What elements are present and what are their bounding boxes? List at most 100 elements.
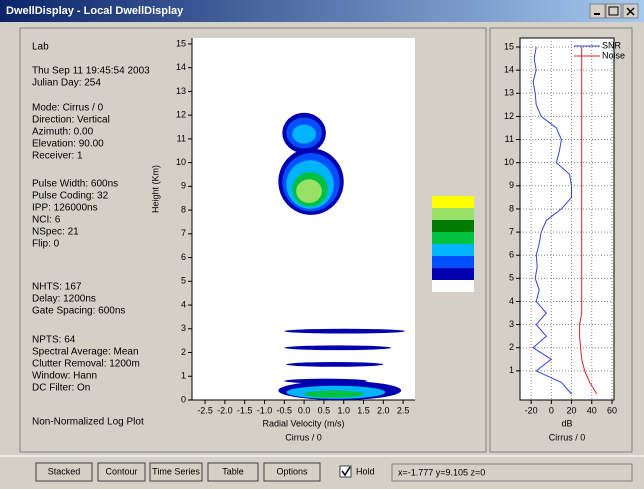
button-label[interactable]: Contour bbox=[105, 466, 137, 476]
checkmark bbox=[341, 466, 351, 477]
x-tick-label: 1.5 bbox=[357, 405, 370, 415]
color-swatch bbox=[432, 220, 474, 232]
x-axis-label: Radial Velocity (m/s) bbox=[262, 418, 344, 428]
y-axis-label: Height (Km) bbox=[150, 165, 160, 213]
y-tick-label: 9 bbox=[509, 180, 514, 190]
checkbox-label[interactable]: Hold bbox=[356, 466, 375, 476]
info-line: Elevation: 90.00 bbox=[32, 139, 104, 150]
color-swatch bbox=[432, 256, 474, 268]
plot-area bbox=[192, 38, 415, 400]
y-tick-label: 12 bbox=[504, 111, 514, 121]
info-line: Direction: Vertical bbox=[32, 115, 110, 126]
y-tick-label: 5 bbox=[509, 273, 514, 283]
x-tick-label: -0.5 bbox=[277, 405, 293, 415]
x-tick-label: 2.5 bbox=[397, 405, 410, 415]
y-tick-label: 7 bbox=[509, 226, 514, 236]
series-line bbox=[579, 47, 598, 395]
x-tick-label: 2.0 bbox=[377, 405, 390, 415]
y-tick-label: 1 bbox=[181, 371, 186, 381]
contour-region bbox=[304, 390, 364, 398]
series-line bbox=[532, 46, 572, 395]
info-line: Receiver: 1 bbox=[32, 151, 83, 162]
y-tick-label: 5 bbox=[181, 276, 186, 286]
y-tick-label: 4 bbox=[181, 299, 186, 309]
info-line: NPTS: 64 bbox=[32, 335, 76, 346]
button[interactable] bbox=[35, 462, 93, 482]
x-tick-label: -20 bbox=[525, 405, 538, 415]
x-tick-label: 20 bbox=[567, 405, 577, 415]
contour-region bbox=[292, 124, 316, 144]
controls: Stacked Contour Time Series Table Options Hol… bbox=[35, 462, 375, 482]
y-tick-label: 4 bbox=[509, 296, 514, 306]
info-line: Non-Normalized Log Plot bbox=[32, 417, 144, 428]
window-title: DwellDisplay - Local DwellDisplay bbox=[6, 5, 184, 17]
info-line: Spectral Average: Mean bbox=[32, 347, 139, 358]
checkbox[interactable] bbox=[339, 465, 352, 478]
button-label[interactable]: Stacked bbox=[48, 466, 81, 476]
x-tick-label: 0.0 bbox=[298, 405, 311, 415]
y-tick-label: 10 bbox=[504, 157, 514, 167]
x-tick-label: 1.0 bbox=[337, 405, 350, 415]
button[interactable] bbox=[207, 462, 259, 482]
y-tick-label: 10 bbox=[176, 157, 186, 167]
x-tick-label: 0.5 bbox=[318, 405, 331, 415]
caption: Cirrus / 0 bbox=[549, 432, 586, 442]
info-line: NCI: 6 bbox=[32, 215, 61, 226]
x-tick-label: -1.5 bbox=[237, 405, 253, 415]
color-swatch bbox=[432, 280, 474, 292]
y-tick-label: 0 bbox=[181, 394, 186, 404]
window-controls[interactable] bbox=[589, 3, 639, 19]
color-swatch bbox=[432, 196, 474, 208]
button[interactable] bbox=[149, 462, 203, 482]
y-tick-label: 15 bbox=[504, 41, 514, 51]
y-tick-label: 12 bbox=[176, 110, 186, 120]
minimize-button[interactable] bbox=[589, 3, 606, 19]
button[interactable] bbox=[263, 462, 321, 482]
contour-region bbox=[284, 345, 392, 351]
plot-area bbox=[519, 37, 615, 401]
color-swatch bbox=[432, 232, 474, 244]
y-tick-label: 3 bbox=[181, 323, 186, 333]
info-line: Mode: Cirrus / 0 bbox=[32, 103, 104, 114]
caption: Cirrus / 0 bbox=[285, 432, 322, 442]
contour-region bbox=[284, 328, 406, 334]
y-tick-label: 1 bbox=[509, 365, 514, 375]
button[interactable] bbox=[97, 462, 146, 482]
info-line: Window: Hann bbox=[32, 371, 97, 382]
y-tick-label: 2 bbox=[181, 347, 186, 357]
title-bar bbox=[0, 0, 644, 22]
info-line: Julian Day: 254 bbox=[32, 78, 101, 89]
button-label[interactable]: Time Series bbox=[152, 466, 200, 476]
x-tick-label: -1.0 bbox=[257, 405, 273, 415]
info-line: IPP: 126000ns bbox=[32, 203, 98, 214]
y-tick-label: 9 bbox=[181, 181, 186, 191]
info-line: Pulse Coding: 32 bbox=[32, 191, 109, 202]
button-label[interactable]: Table bbox=[222, 466, 244, 476]
contour-region bbox=[296, 179, 322, 203]
x-tick-label: 0 bbox=[549, 405, 554, 415]
contour-region bbox=[286, 362, 384, 367]
y-tick-label: 8 bbox=[181, 204, 186, 214]
status-text: x=-1.777 y=9.105 z=0 bbox=[398, 467, 485, 477]
button-label[interactable]: Options bbox=[276, 466, 308, 476]
y-tick-label: 14 bbox=[504, 65, 514, 75]
y-tick-label: 3 bbox=[509, 319, 514, 329]
y-tick-label: 11 bbox=[177, 133, 186, 143]
status-box bbox=[391, 463, 633, 482]
y-tick-label: 6 bbox=[509, 250, 514, 260]
info-line: Lab bbox=[32, 42, 49, 53]
color-swatch bbox=[432, 268, 474, 280]
x-tick-label: -2.5 bbox=[197, 405, 213, 415]
info-line: Thu Sep 11 19:45:54 2003 bbox=[32, 66, 150, 77]
maximize-button[interactable] bbox=[605, 3, 622, 19]
x-tick-label: 40 bbox=[587, 405, 597, 415]
info-line: Gate Spacing: 600ns bbox=[32, 306, 125, 317]
x-axis-label: dB bbox=[561, 418, 572, 428]
info-line: Flip: 0 bbox=[32, 239, 60, 250]
y-tick-label: 14 bbox=[176, 62, 186, 72]
y-tick-label: 13 bbox=[176, 86, 186, 96]
y-tick-label: 6 bbox=[181, 252, 186, 262]
info-line: NHTS: 167 bbox=[32, 282, 82, 293]
